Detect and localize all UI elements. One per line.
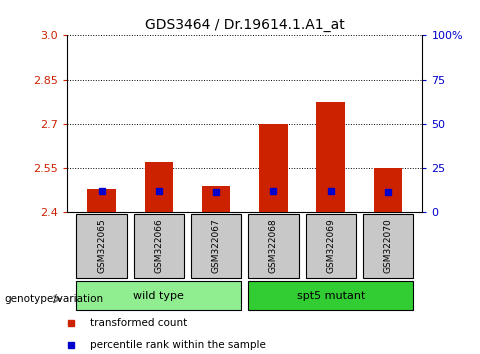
Bar	[316, 102, 345, 212]
Text: GSM322070: GSM322070	[384, 218, 393, 273]
Text: genotype/variation: genotype/variation	[5, 294, 104, 304]
Bar	[87, 189, 116, 212]
Text: GSM322065: GSM322065	[97, 218, 106, 273]
Text: transformed count: transformed count	[90, 318, 188, 329]
Bar	[248, 281, 413, 310]
Bar	[248, 214, 299, 278]
Text: GSM322069: GSM322069	[326, 218, 335, 273]
Bar	[259, 124, 288, 212]
Text: spt5 mutant: spt5 mutant	[297, 291, 365, 301]
Bar	[144, 162, 173, 212]
Text: GSM322067: GSM322067	[212, 218, 221, 273]
Bar	[133, 214, 184, 278]
Bar	[76, 281, 241, 310]
Bar	[374, 168, 402, 212]
Bar	[191, 214, 241, 278]
Text: percentile rank within the sample: percentile rank within the sample	[90, 339, 266, 350]
Bar	[306, 214, 356, 278]
Text: GSM322066: GSM322066	[155, 218, 163, 273]
Title: GDS3464 / Dr.19614.1.A1_at: GDS3464 / Dr.19614.1.A1_at	[145, 18, 345, 32]
Bar	[76, 214, 127, 278]
Text: wild type: wild type	[133, 291, 184, 301]
Text: GSM322068: GSM322068	[269, 218, 278, 273]
Bar	[363, 214, 413, 278]
Bar	[202, 186, 230, 212]
